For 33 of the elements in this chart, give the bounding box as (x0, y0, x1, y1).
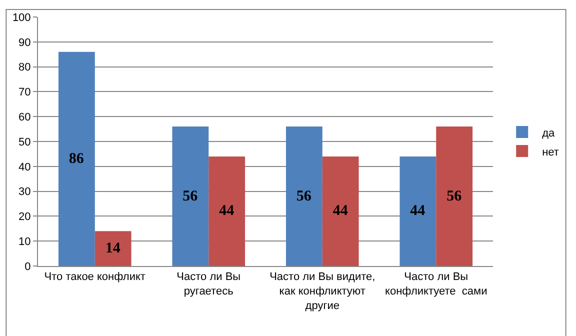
data-label: 56 (446, 188, 462, 204)
y-tick-label: 80 (18, 62, 31, 74)
y-tick-label: 90 (18, 36, 31, 49)
y-tick-label: 40 (18, 161, 31, 174)
bar (172, 126, 209, 266)
bar (94, 231, 132, 266)
data-label: 44 (219, 203, 235, 220)
data-label: 56 (296, 188, 312, 204)
y-tick-label: 20 (18, 211, 31, 224)
bar (400, 156, 436, 266)
data-label: 86 (68, 150, 84, 167)
y-tick-label: 70 (18, 86, 31, 99)
x-tick-label: Часто ли Вы конфликтуете сами (385, 271, 488, 298)
y-tick-label: 10 (18, 236, 31, 248)
y-tick-label: 50 (18, 136, 31, 148)
data-label: 44 (410, 203, 426, 220)
y-tick-label: 100 (12, 12, 31, 24)
y-tick-label: 60 (18, 111, 31, 124)
bar (322, 156, 359, 266)
bar (436, 126, 473, 266)
data-label: 44 (332, 203, 348, 220)
x-tick-label: Часто ли Вы видите, как конфликтуют другие (270, 271, 376, 312)
legend-label: нет (542, 146, 559, 158)
y-tick-label: 0 (24, 260, 31, 273)
bar (286, 126, 322, 266)
x-tick-label: Что такое конфликт (44, 271, 146, 284)
y-tick-label: 30 (18, 186, 31, 198)
data-label: 56 (182, 188, 198, 204)
legend-label: да (542, 127, 556, 140)
bar (208, 156, 246, 266)
data-label: 14 (105, 240, 121, 257)
x-tick-label: Часто ли Вы ругаетесь (176, 271, 241, 298)
bar (58, 52, 95, 266)
